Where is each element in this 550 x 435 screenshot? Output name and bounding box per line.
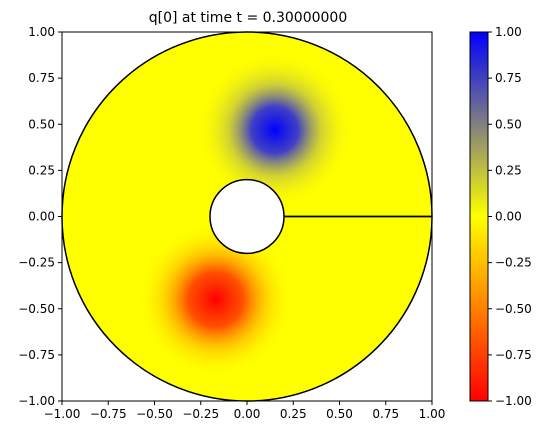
positive-blob: [197, 52, 353, 208]
y-tick-label: −0.50: [18, 302, 55, 316]
x-tick-label: −1.00: [44, 407, 81, 421]
x-tick-label: 0.25: [280, 407, 307, 421]
y-tick-label: −0.25: [18, 256, 55, 270]
colorbar-tick-label: −0.50: [495, 302, 532, 316]
y-tick-label: 0.00: [28, 210, 55, 224]
negative-blob: [137, 222, 294, 378]
y-tick-label: −1.00: [18, 394, 55, 408]
colorbar-tick-label: 0.25: [495, 163, 522, 177]
colorbar-strip: [469, 31, 489, 402]
colorbar: 1.00 0.75 0.50 0.25 0.00 −0.25 −0.50 −0.75 −1.00: [469, 25, 532, 408]
plot-area: −1.00 −0.75 −0.50 −0.25 0.00 0.25 0.50 0.75 1.00…: [18, 25, 445, 421]
colorbar-ticks: 1.00 0.75 0.50 0.25 0.00 −0.25 −0.50 −0.75 −1.00: [488, 25, 532, 408]
x-tick-label: 0.75: [372, 407, 399, 421]
y-tick-label: 0.50: [28, 117, 55, 131]
x-tick-label: 0.00: [234, 407, 261, 421]
x-tick-label: 0.50: [326, 407, 353, 421]
colorbar-tick-label: −1.00: [495, 394, 532, 408]
colorbar-tick-label: −0.25: [495, 256, 532, 270]
x-axis-ticks: −1.00 −0.75 −0.50 −0.25 0.00 0.25 0.50 0.75 1.00: [44, 401, 446, 421]
colorbar-tick-label: 1.00: [495, 25, 522, 39]
colorbar-tick-label: 0.00: [495, 210, 522, 224]
y-tick-label: 0.25: [28, 163, 55, 177]
x-tick-label: −0.25: [182, 407, 219, 421]
colorbar-tick-label: 0.50: [495, 117, 522, 131]
y-axis-ticks: 1.00 0.75 0.50 0.25 0.00 −0.25 −0.50 −0.75 −1.00: [18, 25, 62, 408]
x-tick-label: −0.75: [90, 407, 127, 421]
y-tick-label: 0.75: [28, 71, 55, 85]
y-tick-label: 1.00: [28, 25, 55, 39]
chart-title: q[0] at time t = 0.30000000: [149, 10, 348, 26]
x-tick-label: 1.00: [419, 407, 446, 421]
colorbar-tick-label: −0.75: [495, 348, 532, 362]
inner-boundary: [209, 178, 285, 255]
colorbar-tick-label: 0.75: [495, 71, 522, 85]
y-tick-label: −0.75: [18, 348, 55, 362]
x-tick-label: −0.50: [136, 407, 173, 421]
